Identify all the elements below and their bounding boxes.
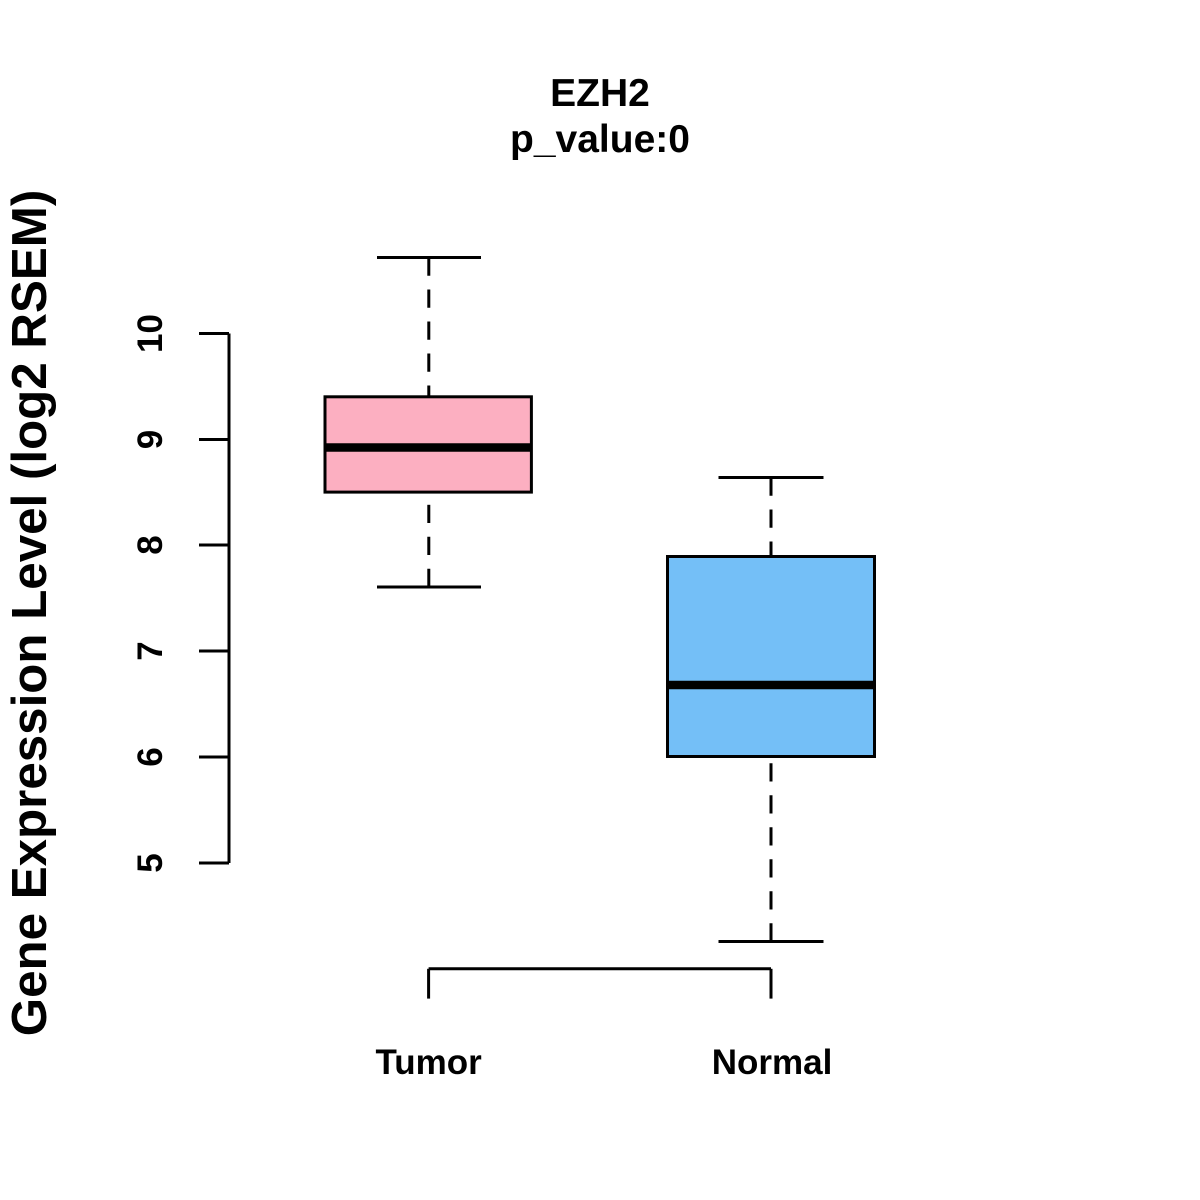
svg-text:p_value:0: p_value:0 xyxy=(510,118,690,161)
svg-text:Tumor: Tumor xyxy=(375,1043,482,1082)
svg-text:7: 7 xyxy=(131,641,170,660)
svg-text:Normal: Normal xyxy=(712,1043,833,1082)
svg-text:6: 6 xyxy=(131,747,170,766)
svg-text:Gene Expression Level (log2 RS: Gene Expression Level (log2 RSEM) xyxy=(2,190,57,1037)
svg-text:9: 9 xyxy=(131,430,170,449)
svg-text:EZH2: EZH2 xyxy=(550,72,650,115)
svg-text:8: 8 xyxy=(131,535,170,554)
svg-text:10: 10 xyxy=(131,314,170,353)
svg-text:5: 5 xyxy=(131,853,170,872)
